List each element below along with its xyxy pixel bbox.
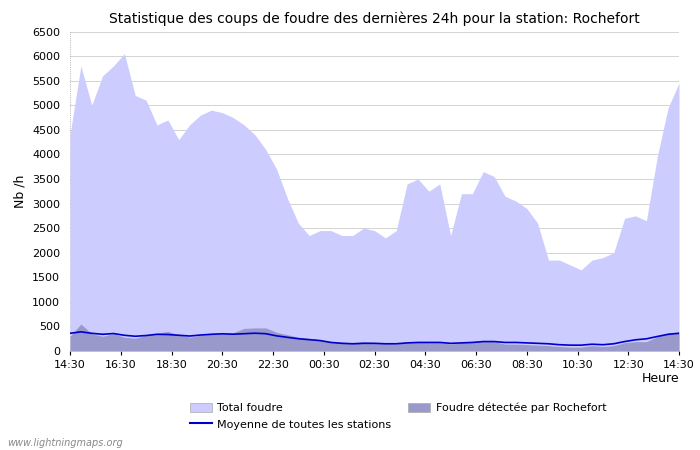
Text: www.lightningmaps.org: www.lightningmaps.org <box>7 438 122 448</box>
Legend: Total foudre, Moyenne de toutes les stations, Foudre détectée par Rochefort: Total foudre, Moyenne de toutes les stat… <box>186 398 611 434</box>
Y-axis label: Nb /h: Nb /h <box>13 175 27 208</box>
Text: Heure: Heure <box>641 372 679 385</box>
Title: Statistique des coups de foudre des dernières 24h pour la station: Rochefort: Statistique des coups de foudre des dern… <box>109 12 640 26</box>
